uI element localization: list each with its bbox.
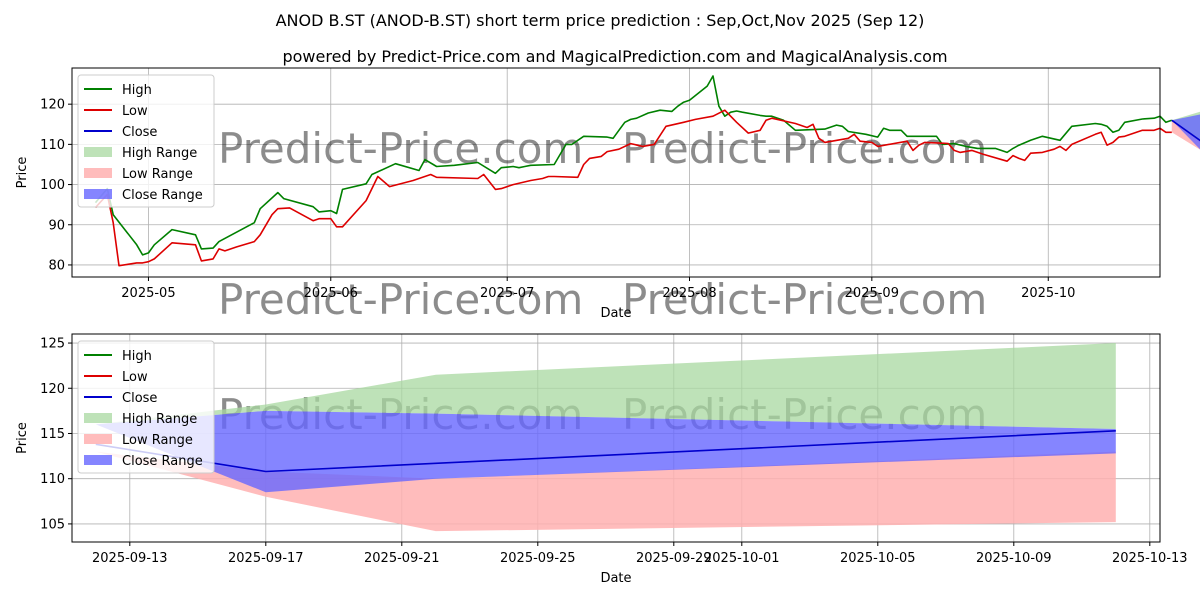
x-tick-label: 2025-10 <box>1021 286 1075 301</box>
x-tick-label: 2025-06 <box>304 286 358 301</box>
plot-frame <box>71 67 1161 278</box>
legend-swatch <box>84 189 112 199</box>
y-tick-label: 120 <box>40 382 65 397</box>
chart-subtitle: powered by Predict-Price.com and Magical… <box>282 47 947 66</box>
high-range-band <box>95 343 1116 429</box>
y-axis-label: Price <box>15 422 30 454</box>
close-range-band <box>1171 114 1200 150</box>
bottom-prediction-chart: Predict-Price.comPredict-Price.com105110… <box>15 333 1188 586</box>
y-axis-label: Price <box>15 157 30 189</box>
chart-title: ANOD B.ST (ANOD-B.ST) short term price p… <box>276 11 925 30</box>
x-tick-label: 2025-08 <box>662 286 716 301</box>
legend-swatch <box>84 434 112 444</box>
low-series-line <box>94 109 1172 267</box>
x-axis-label: Date <box>600 571 631 586</box>
legend-label: High Range <box>122 146 197 161</box>
y-tick-label: 110 <box>40 472 65 487</box>
legend-label: Low Range <box>122 433 193 448</box>
watermark-text: Predict-Price.com <box>622 124 987 173</box>
legend-label: High <box>122 349 152 364</box>
y-tick-label: 105 <box>40 517 65 532</box>
x-tick-label: 2025-09 <box>845 286 899 301</box>
x-tick-label: 2025-10-09 <box>976 551 1052 566</box>
legend-label: Low Range <box>122 167 193 182</box>
close-range-band <box>95 410 1116 493</box>
legend-label: Close Range <box>122 454 203 469</box>
legend-label: Close Range <box>122 188 203 203</box>
legend-label: Close <box>122 125 157 140</box>
top-price-chart: Predict-Price.com Predict-Price.com Predic… <box>15 67 1200 324</box>
y-tick-label: 115 <box>40 427 65 442</box>
y-tick-label: 100 <box>40 178 65 193</box>
legend-label: Low <box>122 104 148 119</box>
legend-label: Low <box>122 370 148 385</box>
x-tick-label: 2025-09-17 <box>228 551 304 566</box>
legend-label: Close <box>122 391 157 406</box>
x-tick-label: 2025-09-13 <box>92 551 168 566</box>
x-tick-label: 2025-09-29 <box>636 551 712 566</box>
watermark-text: Predict-Price.com <box>622 275 987 324</box>
high-series-line <box>94 75 1173 256</box>
y-tick-label: 120 <box>40 98 65 113</box>
x-tick-label: 2025-10-01 <box>704 551 780 566</box>
legend-swatch <box>84 455 112 465</box>
x-tick-label: 2025-05 <box>121 286 175 301</box>
legend-label: High <box>122 83 152 98</box>
x-axis-label: Date <box>600 306 631 321</box>
x-tick-label: 2025-10-05 <box>840 551 916 566</box>
low-range-band <box>1171 120 1200 150</box>
y-tick-label: 125 <box>40 337 65 352</box>
legend-swatch <box>84 413 112 423</box>
legend-label: High Range <box>122 412 197 427</box>
plot-frame <box>71 333 1161 543</box>
low-range-band <box>95 451 1116 532</box>
x-tick-label: 2025-09-25 <box>500 551 576 566</box>
legend-swatch <box>84 147 112 157</box>
x-tick-label: 2025-07 <box>480 286 534 301</box>
watermark-text: Predict-Price.com <box>218 275 583 324</box>
y-tick-label: 110 <box>40 138 65 153</box>
y-tick-label: 80 <box>48 258 65 273</box>
x-tick-label: 2025-09-21 <box>364 551 440 566</box>
close-series-line <box>1171 119 1200 142</box>
y-tick-label: 90 <box>48 218 65 233</box>
legend-swatch <box>84 168 112 178</box>
x-tick-label: 2025-10-13 <box>1112 551 1188 566</box>
